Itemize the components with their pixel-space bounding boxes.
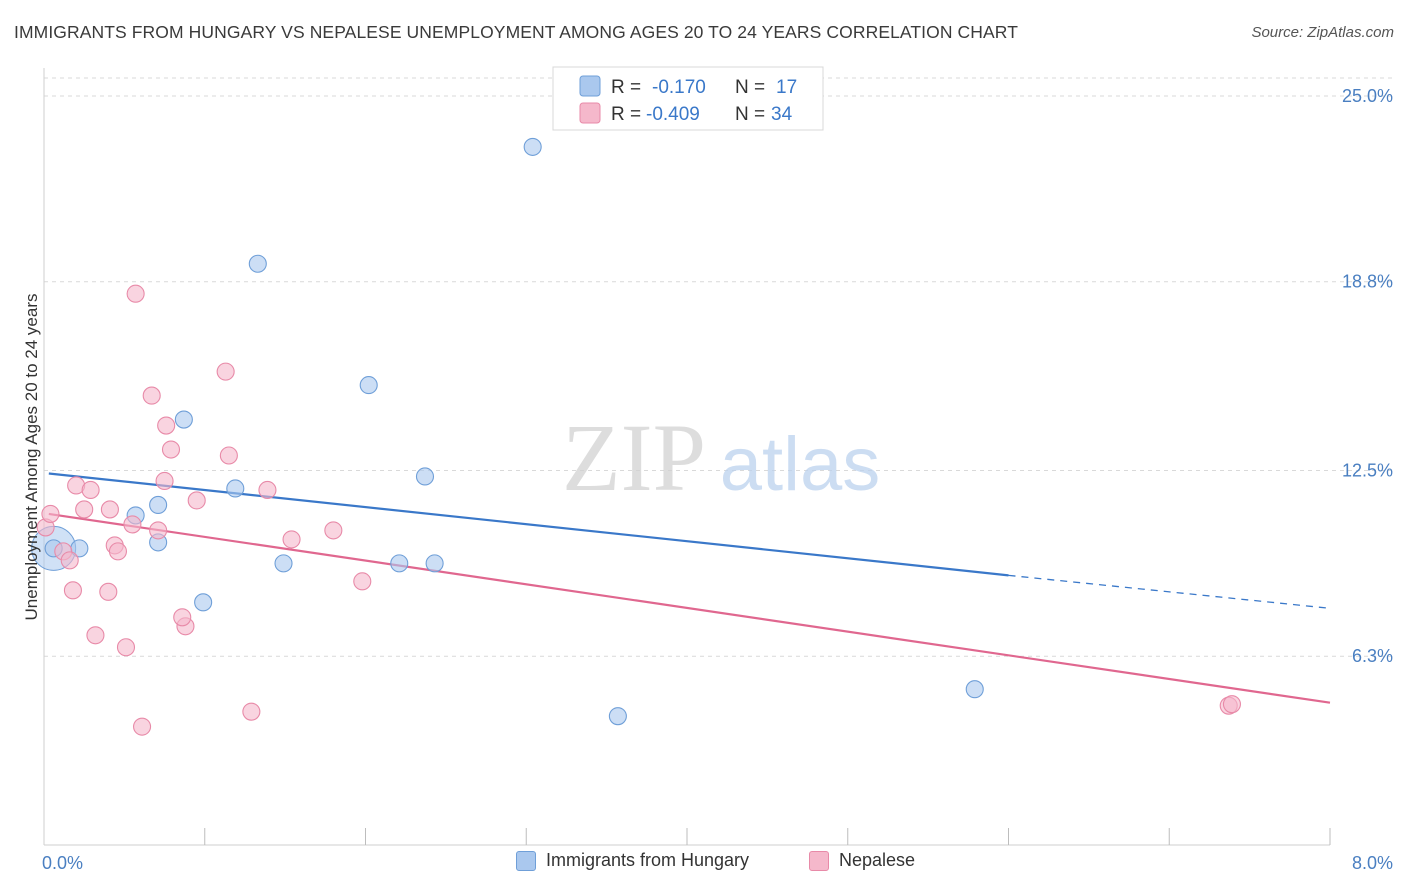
legend-top-r-label-2: R = bbox=[611, 104, 641, 125]
legend-item-hungary[interactable]: Immigrants from Hungary bbox=[516, 850, 749, 871]
point-nepalese bbox=[187, 491, 206, 510]
point-hungary bbox=[608, 707, 627, 726]
y-tick-label: 18.8% bbox=[1342, 272, 1393, 292]
axes-layer: 6.3% 12.5% 18.8% 25.0% 0.0% 8.0% bbox=[42, 68, 1393, 873]
legend-top: R = -0.170 N = 17 R = -0.409 N = 34 bbox=[552, 66, 824, 131]
point-hungary bbox=[390, 554, 409, 573]
legend-top-swatch-pink bbox=[579, 102, 601, 124]
trendline-hungary bbox=[48, 472, 1009, 577]
legend-top-n-label-1: N = bbox=[735, 77, 765, 98]
point-nepalese bbox=[133, 717, 152, 736]
grid-layer bbox=[44, 77, 1392, 657]
point-nepalese bbox=[41, 504, 60, 523]
point-nepalese bbox=[123, 515, 142, 534]
legend-top-n-value-1: 17 bbox=[776, 77, 797, 98]
legend-top-r-value-2: -0.409 bbox=[646, 104, 700, 125]
trend-layer bbox=[48, 472, 1331, 704]
point-hungary bbox=[226, 479, 245, 498]
legend-top-r-value-1: -0.170 bbox=[652, 77, 706, 98]
point-hungary bbox=[274, 554, 293, 573]
point-nepalese bbox=[75, 500, 94, 519]
y-axis-label: Unemployment Among Ages 20 to 24 years bbox=[22, 293, 41, 621]
y-tick-label: 25.0% bbox=[1342, 86, 1393, 106]
point-hungary bbox=[965, 680, 984, 699]
trendline-hungary-extrapolated bbox=[1008, 574, 1331, 609]
watermark-zip: ZIP bbox=[562, 404, 706, 511]
legend-swatch-nepalese bbox=[809, 850, 829, 871]
point-nepalese bbox=[219, 446, 238, 465]
y-tick-label: 12.5% bbox=[1342, 460, 1393, 480]
point-nepalese bbox=[81, 480, 100, 500]
point-hungary bbox=[149, 495, 168, 514]
legend-top-swatch-blue bbox=[579, 75, 601, 97]
legend-bottom: Immigrants from Hungary Nepalese bbox=[0, 850, 1406, 880]
point-nepalese bbox=[149, 521, 168, 540]
point-hungary bbox=[248, 254, 267, 273]
point-hungary bbox=[415, 467, 435, 486]
watermark-atlas: atlas bbox=[720, 422, 881, 507]
point-nepalese bbox=[60, 551, 79, 570]
point-nepalese bbox=[173, 608, 192, 627]
point-nepalese bbox=[100, 500, 119, 519]
point-nepalese bbox=[1222, 695, 1241, 714]
legend-label-hungary: Immigrants from Hungary bbox=[546, 850, 750, 870]
point-nepalese bbox=[142, 386, 161, 405]
watermark: ZIP atlas bbox=[562, 404, 880, 511]
legend-label-nepalese: Nepalese bbox=[839, 850, 916, 870]
legend-top-r-label-1: R = bbox=[611, 77, 641, 98]
point-nepalese bbox=[242, 702, 261, 721]
point-nepalese bbox=[116, 638, 136, 657]
point-nepalese bbox=[161, 440, 181, 459]
x-tick-label-max: 8.0% bbox=[1352, 853, 1393, 873]
point-nepalese bbox=[157, 416, 176, 435]
point-hungary bbox=[174, 410, 193, 429]
point-nepalese bbox=[282, 530, 301, 549]
trendline-nepalese bbox=[48, 512, 1331, 704]
source-label: Source: ZipAtlas.com bbox=[1251, 24, 1394, 41]
point-nepalese bbox=[353, 572, 372, 591]
point-nepalese bbox=[216, 362, 235, 381]
point-nepalese bbox=[258, 480, 277, 500]
y-tick-label: 6.3% bbox=[1352, 646, 1393, 666]
point-nepalese bbox=[99, 582, 118, 601]
point-hungary bbox=[425, 554, 444, 573]
x-tick-label-min: 0.0% bbox=[42, 853, 83, 873]
legend-item-nepalese[interactable]: Nepalese bbox=[809, 850, 915, 871]
point-nepalese bbox=[126, 284, 145, 303]
legend-top-n-label-2: N = bbox=[735, 104, 765, 125]
point-nepalese bbox=[108, 542, 127, 561]
point-nepalese bbox=[155, 471, 174, 491]
point-nepalese bbox=[63, 581, 82, 600]
point-nepalese bbox=[86, 626, 105, 645]
point-hungary bbox=[194, 593, 213, 612]
legend-top-n-value-2: 34 bbox=[771, 104, 793, 125]
points-layer bbox=[31, 137, 1241, 736]
point-nepalese bbox=[324, 521, 343, 540]
legend-swatch-hungary bbox=[516, 850, 536, 871]
chart-title: IMMIGRANTS FROM HUNGARY VS NEPALESE UNEM… bbox=[14, 22, 1019, 42]
point-hungary bbox=[523, 137, 542, 156]
point-hungary bbox=[359, 376, 378, 395]
